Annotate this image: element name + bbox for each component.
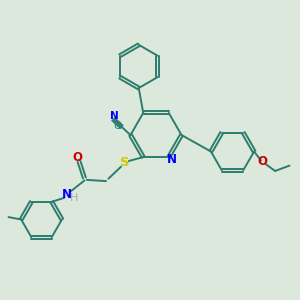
Text: O: O <box>257 155 268 169</box>
Text: C: C <box>114 121 121 131</box>
Text: N: N <box>110 111 119 121</box>
Text: S: S <box>120 156 130 169</box>
Text: N: N <box>62 188 72 201</box>
Text: H: H <box>70 194 78 203</box>
Text: O: O <box>72 151 82 164</box>
Text: N: N <box>167 153 177 166</box>
